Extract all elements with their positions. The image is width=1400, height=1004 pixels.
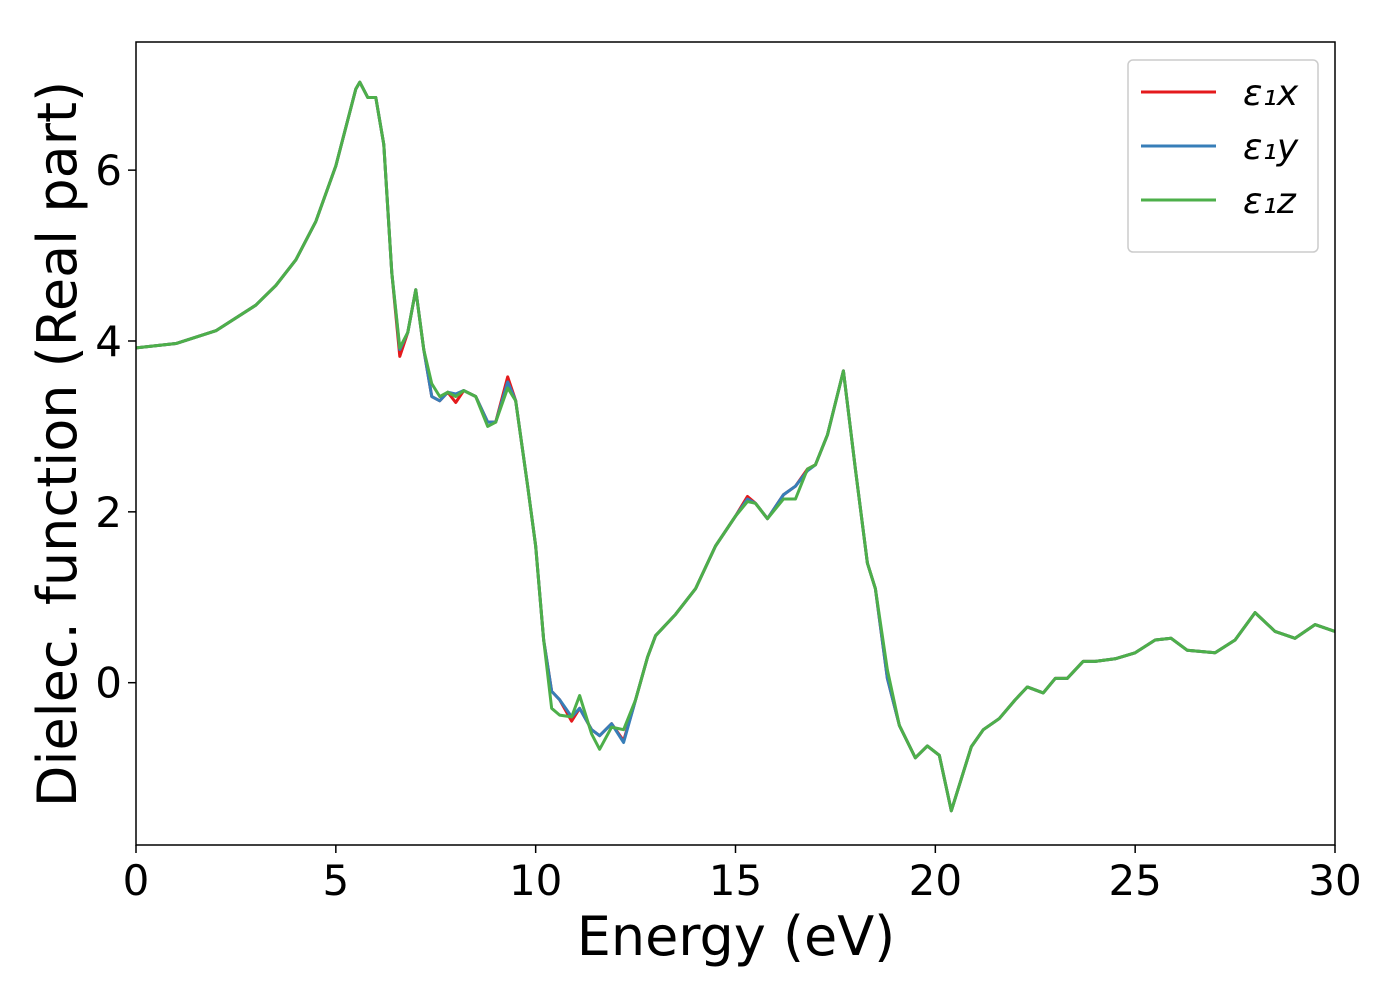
x-axis-label: Energy (eV) bbox=[577, 905, 896, 968]
series-line bbox=[136, 80, 1335, 813]
x-tick-label: 0 bbox=[123, 856, 150, 905]
y-axis-label: Dielec. function (Real part) bbox=[26, 81, 89, 807]
x-tick-label: 10 bbox=[509, 856, 562, 905]
y-tick-label: 0 bbox=[95, 659, 122, 708]
plot-frame bbox=[135, 41, 1336, 846]
legend-box bbox=[1127, 59, 1319, 253]
legend-label: ε₁z bbox=[1243, 181, 1297, 222]
x-tick-label: 25 bbox=[1108, 856, 1161, 905]
legend-label: ε₁x bbox=[1243, 73, 1299, 114]
y-tick-label: 2 bbox=[95, 488, 122, 537]
x-tick-label: 15 bbox=[709, 856, 762, 905]
x-tick-label: 30 bbox=[1308, 856, 1361, 905]
y-tick-label: 6 bbox=[95, 146, 122, 195]
y-tick-label: 4 bbox=[95, 317, 122, 366]
legend-label: ε₁y bbox=[1243, 127, 1299, 168]
x-tick-label: 20 bbox=[909, 856, 962, 905]
x-tick-label: 5 bbox=[322, 856, 349, 905]
